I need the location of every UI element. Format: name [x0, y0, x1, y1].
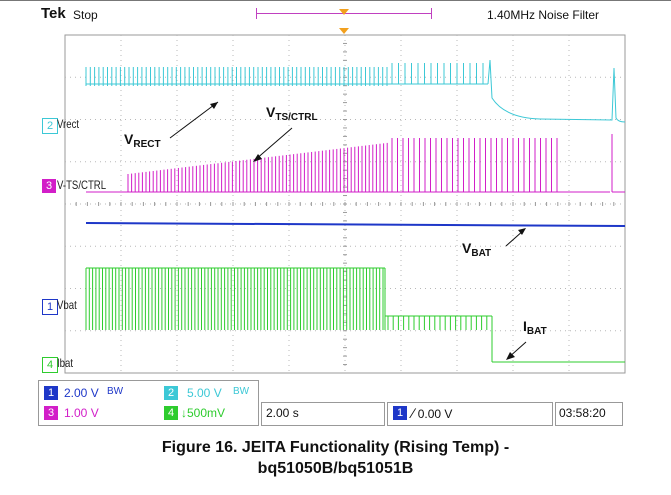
ch4-marker: 4	[42, 357, 58, 373]
ch4-label: Ibat	[57, 356, 74, 370]
clock-box	[555, 402, 623, 426]
channel-scale-panel	[38, 380, 259, 426]
ch2-marker: 2	[42, 118, 58, 134]
rising-edge-icon: ∕	[412, 405, 415, 421]
ch1-scale: 2.00 V	[64, 386, 99, 400]
vts-arrow-line	[254, 127, 293, 161]
trigger-position-marker	[339, 9, 349, 15]
figure-caption-line1: Figure 16. JEITA Functionality (Rising T…	[161, 439, 510, 456]
ibat-annotation: IBAT	[523, 318, 547, 337]
top-border	[0, 0, 671, 1]
timebase-box	[261, 402, 385, 426]
ch1-scale-badge: 1	[44, 386, 58, 400]
ibat-trace	[85, 267, 625, 363]
ch2-label: Vrect	[57, 117, 80, 131]
ch3-marker: 3	[42, 179, 56, 193]
ch4-scale: ↓500mV	[181, 406, 226, 420]
trigger-source-badge: 1	[393, 406, 407, 420]
graticule-ticks	[64, 34, 626, 374]
ch1-label: Vbat	[57, 298, 77, 312]
vbat-annotation: VBAT	[462, 240, 492, 259]
ch1-bw-indicator: BW	[107, 386, 124, 397]
vrect-arrow-head	[210, 102, 218, 109]
vrect-annotation: VRECT	[124, 131, 161, 150]
figure-caption-line2: bq51050B/bq51051B	[257, 460, 414, 477]
waveform-display	[64, 28, 626, 374]
oscilloscope-screen: Tek Stop 1.40MHz Noise Filter 2 Vrect 3 …	[0, 0, 671, 426]
ibat-arrow-head	[506, 352, 515, 360]
ch3-label: V-TS/CTRL	[57, 178, 107, 192]
vts-ctrl-trace	[86, 134, 625, 193]
acquisition-state: Stop	[73, 8, 98, 22]
ch4-scale-badge: 4	[164, 406, 178, 420]
trigger-box	[387, 402, 553, 426]
ch1-marker: 1	[42, 299, 58, 315]
vrect-decay	[487, 59, 626, 123]
vrect-trace	[85, 59, 626, 123]
ch2-bw-indicator: BW	[233, 386, 250, 397]
vbat-arrow-head	[518, 228, 526, 235]
trigger-arrow	[339, 28, 349, 34]
record-bar-left-tick	[256, 8, 257, 19]
vts-arrow-head	[253, 154, 262, 162]
vbat-trace	[85, 222, 626, 227]
ch2-scale-badge: 2	[164, 386, 178, 400]
ch3-scale-badge: 3	[44, 406, 58, 420]
trigger-level: ∕ 0.00 V	[412, 405, 453, 421]
brand-logo: Tek	[41, 5, 66, 22]
record-bar-right-tick	[431, 8, 432, 19]
ch3-scale: 1.00 V	[64, 406, 99, 420]
vbat-line	[85, 222, 626, 227]
timebase: 2.00 s	[266, 406, 299, 420]
clock: 03:58:20	[559, 406, 606, 420]
ch2-scale: 5.00 V	[187, 386, 222, 400]
noise-filter-label: 1.40MHz Noise Filter	[487, 8, 600, 22]
vts-annotation: VTS/CTRL	[266, 104, 318, 123]
vrect-arrow-line	[169, 101, 219, 139]
